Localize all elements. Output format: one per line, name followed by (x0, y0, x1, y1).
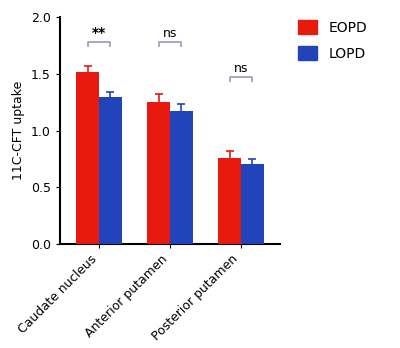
Bar (170, 111, 193, 244)
Text: **: ** (92, 26, 106, 40)
Legend: EOPD, LOPD: EOPD, LOPD (298, 20, 367, 61)
Bar (76, 72, 99, 244)
Bar (218, 158, 241, 244)
Bar (241, 165, 264, 244)
Bar (147, 102, 170, 244)
Bar (99, 96, 122, 244)
Text: ns: ns (163, 27, 177, 40)
Y-axis label: 11C-CFT uptake: 11C-CFT uptake (12, 81, 26, 180)
Text: ns: ns (234, 62, 248, 75)
